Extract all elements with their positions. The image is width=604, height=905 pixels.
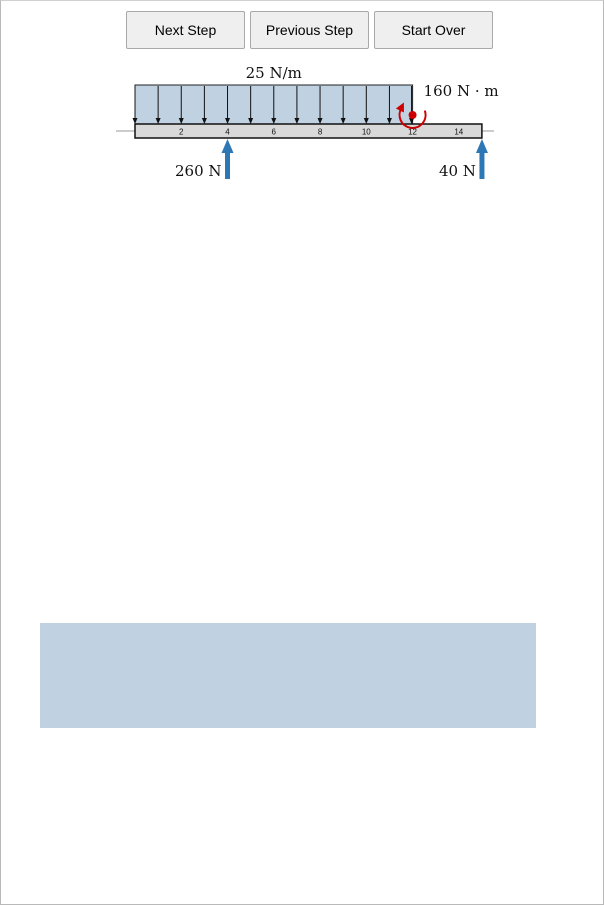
load-arrowhead — [132, 118, 138, 124]
load-arrowhead — [155, 118, 161, 124]
reaction-arrow-shaft — [479, 152, 485, 179]
tick-label: 8 — [318, 128, 323, 137]
load-arrowhead — [271, 118, 277, 124]
moment-arrowhead — [395, 102, 404, 113]
beam-diagram: 25 N/m 2 4 6 8 10 12 14 160 N · m 260 N 40 N — [116, 64, 499, 180]
load-arrowhead — [248, 118, 254, 124]
load-arrowhead — [294, 118, 300, 124]
tick-label: 14 — [454, 128, 463, 137]
moment-arc — [398, 106, 427, 129]
tick-label: 10 — [362, 128, 371, 137]
step-controls: Next Step Previous Step Start Over — [126, 11, 493, 49]
load-arrowhead — [178, 118, 184, 124]
moment-label: 160 N · m — [424, 82, 499, 100]
info-panel — [40, 623, 536, 728]
reaction-forces: 260 N 40 N — [175, 139, 488, 180]
tick-label: 12 — [408, 128, 417, 137]
reaction-arrowhead — [475, 139, 488, 153]
load-arrows — [132, 86, 415, 124]
load-arrowhead — [363, 118, 369, 124]
reaction-label: 260 N — [175, 162, 222, 180]
load-label: 25 N/m — [246, 64, 302, 82]
beam-ticks: 2 4 6 8 10 12 14 — [179, 128, 464, 137]
moment-point — [408, 111, 417, 119]
start-over-button[interactable]: Start Over — [374, 11, 493, 49]
distributed-load: 25 N/m — [132, 64, 415, 125]
reaction-arrowhead — [221, 139, 234, 153]
load-arrowhead — [317, 118, 323, 124]
load-arrowhead — [201, 118, 207, 124]
previous-step-button[interactable]: Previous Step — [250, 11, 369, 49]
load-arrowhead — [386, 118, 392, 124]
load-arrowhead — [409, 118, 415, 124]
tick-label: 4 — [225, 128, 230, 137]
tick-label: 2 — [179, 128, 184, 137]
load-arrowhead — [225, 118, 231, 124]
reaction-label: 40 N — [439, 162, 476, 180]
next-step-button[interactable]: Next Step — [126, 11, 245, 49]
beam — [134, 123, 483, 139]
load-arrowhead — [340, 118, 346, 124]
tick-label: 6 — [272, 128, 277, 137]
applied-moment: 160 N · m — [395, 82, 499, 129]
reaction-arrow-shaft — [225, 152, 231, 179]
